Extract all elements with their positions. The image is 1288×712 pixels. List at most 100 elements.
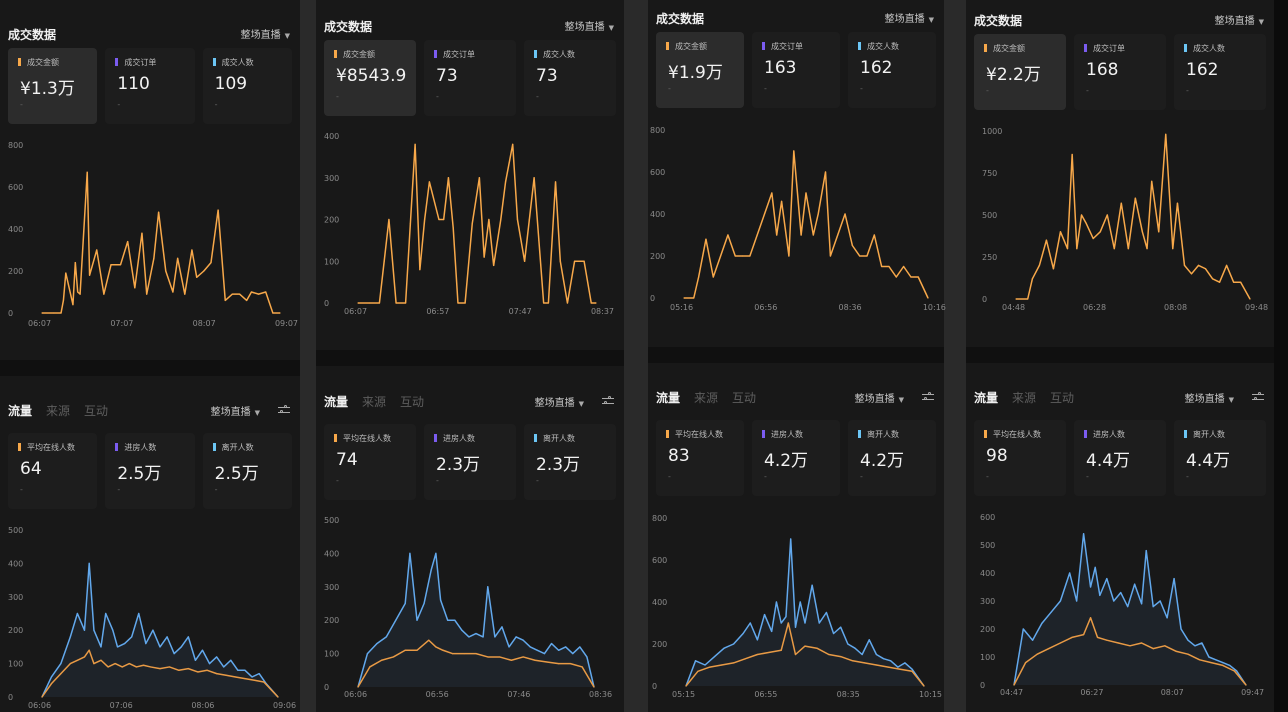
filter-settings-icon[interactable] xyxy=(278,405,290,415)
data-point xyxy=(741,255,744,257)
data-point xyxy=(96,249,98,251)
metric-card[interactable]: 进房人数 4.2万 - xyxy=(752,420,840,496)
data-point xyxy=(442,649,444,651)
data-point xyxy=(861,653,863,656)
y-tick-label: 500 xyxy=(324,516,339,525)
data-point xyxy=(482,636,484,638)
metric-card[interactable]: 成交订单 163 - xyxy=(752,32,840,108)
data-point xyxy=(440,599,442,601)
series-area xyxy=(358,553,594,687)
tab-source[interactable]: 来源 xyxy=(694,391,719,405)
metric-card[interactable]: 成交金额 ¥8543.9 - xyxy=(324,40,416,116)
tab-traffic[interactable]: 流量 xyxy=(974,391,999,405)
metric-label: 离开人数 xyxy=(858,429,899,440)
data-point xyxy=(775,601,778,603)
data-point xyxy=(265,291,267,293)
metric-value: 2.3万 xyxy=(536,455,581,475)
data-point xyxy=(917,276,919,278)
metric-card[interactable]: 成交订单 110 - xyxy=(105,48,195,124)
data-point xyxy=(1172,248,1174,250)
tab-interaction[interactable]: 互动 xyxy=(732,391,757,405)
metric-value: 4.4万 xyxy=(1186,451,1231,471)
tab-traffic[interactable]: 流量 xyxy=(324,395,349,409)
data-point xyxy=(1083,634,1085,636)
data-point xyxy=(152,629,154,631)
series-line-orange xyxy=(1013,617,1247,686)
metric-card[interactable]: 进房人数 2.5万 - xyxy=(105,433,195,509)
data-point xyxy=(1106,214,1108,216)
data-point xyxy=(1052,268,1055,270)
metric-card[interactable]: 成交金额 ¥2.2万 - xyxy=(974,34,1066,110)
data-point xyxy=(888,265,890,268)
metric-card[interactable]: 平均在线人数 74 - xyxy=(324,424,416,500)
data-point xyxy=(414,143,416,145)
metric-card[interactable]: 成交人数 109 - xyxy=(202,48,292,124)
metric-card[interactable]: 进房人数 4.4万 - xyxy=(1074,420,1166,496)
filter-settings-icon[interactable] xyxy=(1252,392,1264,402)
scope-dropdown[interactable]: 整场直播 ▼ xyxy=(565,18,614,33)
metric-value: 2.3万 xyxy=(436,455,481,475)
filter-settings-icon[interactable] xyxy=(922,392,934,402)
tab-source[interactable]: 来源 xyxy=(362,395,387,409)
data-point xyxy=(816,647,818,649)
x-tick-label: 08:07 xyxy=(193,319,216,328)
tab-interaction[interactable]: 互动 xyxy=(1050,391,1075,405)
scope-dropdown[interactable]: 整场直播 ▼ xyxy=(1185,390,1234,405)
data-point xyxy=(547,302,550,304)
data-point xyxy=(712,276,714,278)
data-point xyxy=(721,664,723,666)
scope-dropdown[interactable]: 整场直播 ▼ xyxy=(241,26,290,41)
metric-card[interactable]: 成交订单 73 - xyxy=(424,40,516,116)
series-line-blue xyxy=(41,562,279,698)
data-point xyxy=(709,666,711,668)
data-point xyxy=(478,177,480,179)
filter-settings-icon[interactable] xyxy=(602,396,614,406)
data-point xyxy=(595,302,597,304)
scope-dropdown-label: 整场直播 xyxy=(854,394,895,405)
y-tick-label: 300 xyxy=(324,174,339,183)
data-point xyxy=(1050,611,1052,613)
metric-card[interactable]: 离开人数 4.2万 - xyxy=(848,420,936,496)
metric-card[interactable]: 成交人数 73 - xyxy=(524,40,616,116)
tab-source[interactable]: 来源 xyxy=(46,404,71,418)
metric-card[interactable]: 平均在线人数 64 - xyxy=(8,433,98,509)
metric-value: 163 xyxy=(764,58,797,78)
data-point xyxy=(1113,248,1115,250)
tab-source[interactable]: 来源 xyxy=(1012,391,1037,405)
scope-dropdown[interactable]: 整场直播 ▼ xyxy=(535,394,584,409)
metric-card[interactable]: 离开人数 2.5万 - xyxy=(202,433,292,509)
data-point xyxy=(105,612,107,615)
metric-card[interactable]: 成交人数 162 - xyxy=(848,32,936,108)
chevron-down-icon: ▼ xyxy=(1228,396,1234,404)
metric-card[interactable]: 成交订单 168 - xyxy=(1074,34,1166,110)
data-point xyxy=(904,662,906,664)
metric-compare: - xyxy=(336,92,339,101)
tab-traffic[interactable]: 流量 xyxy=(656,391,681,405)
data-point xyxy=(203,270,205,272)
data-point xyxy=(508,646,510,648)
data-point xyxy=(187,636,189,638)
tab-interaction[interactable]: 互动 xyxy=(400,395,425,409)
scope-dropdown[interactable]: 整场直播 ▼ xyxy=(885,10,934,25)
data-point xyxy=(1127,606,1129,608)
metric-card[interactable]: 离开人数 4.4万 - xyxy=(1174,420,1266,496)
data-point xyxy=(1015,298,1017,300)
metric-label: 成交人数 xyxy=(534,49,575,60)
scope-dropdown[interactable]: 整场直播 ▼ xyxy=(211,403,260,418)
metric-card[interactable]: 成交人数 162 - xyxy=(1174,34,1266,110)
metric-card[interactable]: 成交金额 ¥1.3万 - xyxy=(8,48,98,124)
metric-card[interactable]: 平均在线人数 98 - xyxy=(974,420,1066,496)
metric-card[interactable]: 成交金额 ¥1.9万 - xyxy=(656,32,744,108)
data-point xyxy=(153,257,155,259)
scope-dropdown[interactable]: 整场直播 ▼ xyxy=(855,390,904,405)
tab-traffic[interactable]: 流量 xyxy=(8,404,33,418)
metric-label: 进房人数 xyxy=(115,442,156,453)
tab-interaction[interactable]: 互动 xyxy=(84,404,109,418)
scope-dropdown[interactable]: 整场直播 ▼ xyxy=(1215,12,1264,27)
metric-card[interactable]: 进房人数 2.3万 - xyxy=(424,424,516,500)
metric-compare: - xyxy=(986,472,989,481)
data-point xyxy=(74,262,76,264)
metric-card[interactable]: 平均在线人数 83 - xyxy=(656,420,744,496)
metric-card[interactable]: 离开人数 2.3万 - xyxy=(524,424,616,500)
data-point xyxy=(451,653,453,655)
